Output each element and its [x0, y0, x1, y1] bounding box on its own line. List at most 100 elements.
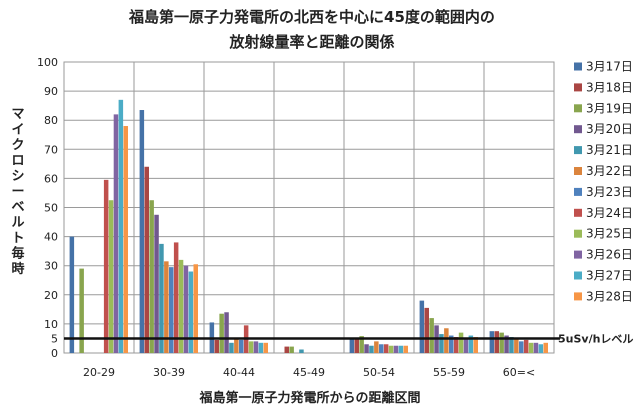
bar [263, 342, 268, 353]
bar [69, 236, 75, 353]
bar [419, 300, 425, 353]
bar [248, 341, 254, 353]
bar [514, 338, 519, 353]
bar [224, 312, 229, 353]
legend-swatch [574, 229, 582, 238]
legend-swatch [574, 187, 582, 196]
legend-swatch [574, 83, 582, 92]
y-tick-label: 5 [51, 332, 58, 345]
legend-swatch [574, 62, 582, 71]
bar [118, 99, 124, 353]
bar [458, 332, 464, 353]
bar [144, 166, 149, 353]
bar [393, 345, 399, 353]
bar [519, 341, 524, 353]
bar [364, 344, 369, 353]
bar [369, 345, 374, 353]
y-axis-label-char: イ [11, 123, 24, 138]
bar [258, 342, 264, 353]
bar [439, 334, 444, 353]
legend-label: 3月21日 [586, 143, 633, 157]
x-tick-label: 20-29 [83, 366, 115, 379]
bar [504, 335, 509, 353]
legend-label: 3月22日 [586, 164, 633, 178]
bar [444, 328, 449, 353]
chart-title-line-1: 福島第一原子力発電所の北西を中心に45度の範囲内の [128, 8, 495, 26]
y-tick-label: 40 [44, 231, 58, 244]
legend-swatch [574, 146, 582, 155]
y-axis-label-char: 時 [11, 261, 24, 277]
bar [429, 318, 434, 353]
bar [494, 331, 499, 353]
bar [188, 271, 194, 353]
legend-label: 3月28日 [586, 289, 633, 303]
bar [468, 335, 474, 353]
legend-swatch [574, 208, 582, 217]
bar [164, 261, 169, 353]
y-axis-label-char: ク [11, 138, 24, 153]
bar [398, 345, 404, 353]
reference-line-label: 5uSv/hレベル [558, 332, 633, 345]
bar [453, 337, 459, 353]
bar [159, 243, 164, 354]
bar [173, 242, 179, 353]
x-axis-label: 福島第一原子力発電所からの距離区間 [198, 390, 420, 406]
y-axis-label-char: 毎 [11, 246, 24, 262]
bar [253, 341, 259, 353]
legend-swatch [574, 250, 582, 259]
y-tick-label: 100 [37, 56, 58, 69]
bar [108, 200, 114, 353]
bar [79, 268, 84, 353]
y-tick-label: 20 [44, 289, 58, 302]
y-axis-label-char: ー [11, 185, 24, 200]
y-axis-label-char: ル [11, 216, 24, 231]
x-tick-label: 55-59 [433, 366, 465, 379]
y-axis-label-char: ベ [11, 200, 24, 215]
bar [374, 341, 379, 353]
bar [219, 313, 224, 353]
chart-title-line-2: 放射線量率と距離の関係 [228, 33, 394, 51]
bar [543, 342, 548, 353]
bar [379, 344, 384, 353]
bar [499, 332, 504, 353]
y-axis-label-char: マ [11, 107, 24, 122]
y-axis-label-char: ト [11, 231, 24, 246]
legend-label: 3月20日 [586, 122, 633, 136]
y-tick-label: 70 [44, 143, 58, 156]
bar [538, 344, 544, 353]
bar [149, 200, 154, 353]
bar [354, 338, 359, 353]
bar [234, 338, 239, 353]
legend-label: 3月24日 [586, 206, 633, 220]
bar [489, 331, 495, 353]
bar [193, 264, 198, 353]
legend-label: 3月27日 [586, 269, 633, 283]
bar [424, 307, 429, 353]
bar [123, 126, 128, 354]
legend-swatch [574, 167, 582, 175]
x-tick-label: 60=< [503, 366, 535, 379]
legend-swatch [574, 292, 582, 301]
y-tick-label: 30 [44, 260, 58, 273]
bar [509, 337, 514, 353]
y-tick-label: 50 [44, 202, 58, 215]
bar [299, 349, 304, 353]
bar [533, 342, 539, 353]
legend-label: 3月25日 [586, 227, 633, 241]
x-tick-label: 45-49 [293, 366, 325, 379]
bar [139, 110, 145, 354]
bar [388, 345, 394, 353]
bar [229, 342, 234, 353]
bar [169, 267, 174, 353]
x-tick-label: 30-39 [153, 366, 185, 379]
y-tick-label: 60 [44, 172, 58, 185]
bar [284, 346, 289, 353]
legend-swatch [574, 104, 582, 113]
x-tick-label: 40-44 [223, 366, 255, 379]
legend-label: 3月23日 [586, 185, 633, 199]
bar [214, 339, 219, 353]
y-tick-label: 0 [51, 347, 58, 360]
bar [183, 265, 189, 353]
